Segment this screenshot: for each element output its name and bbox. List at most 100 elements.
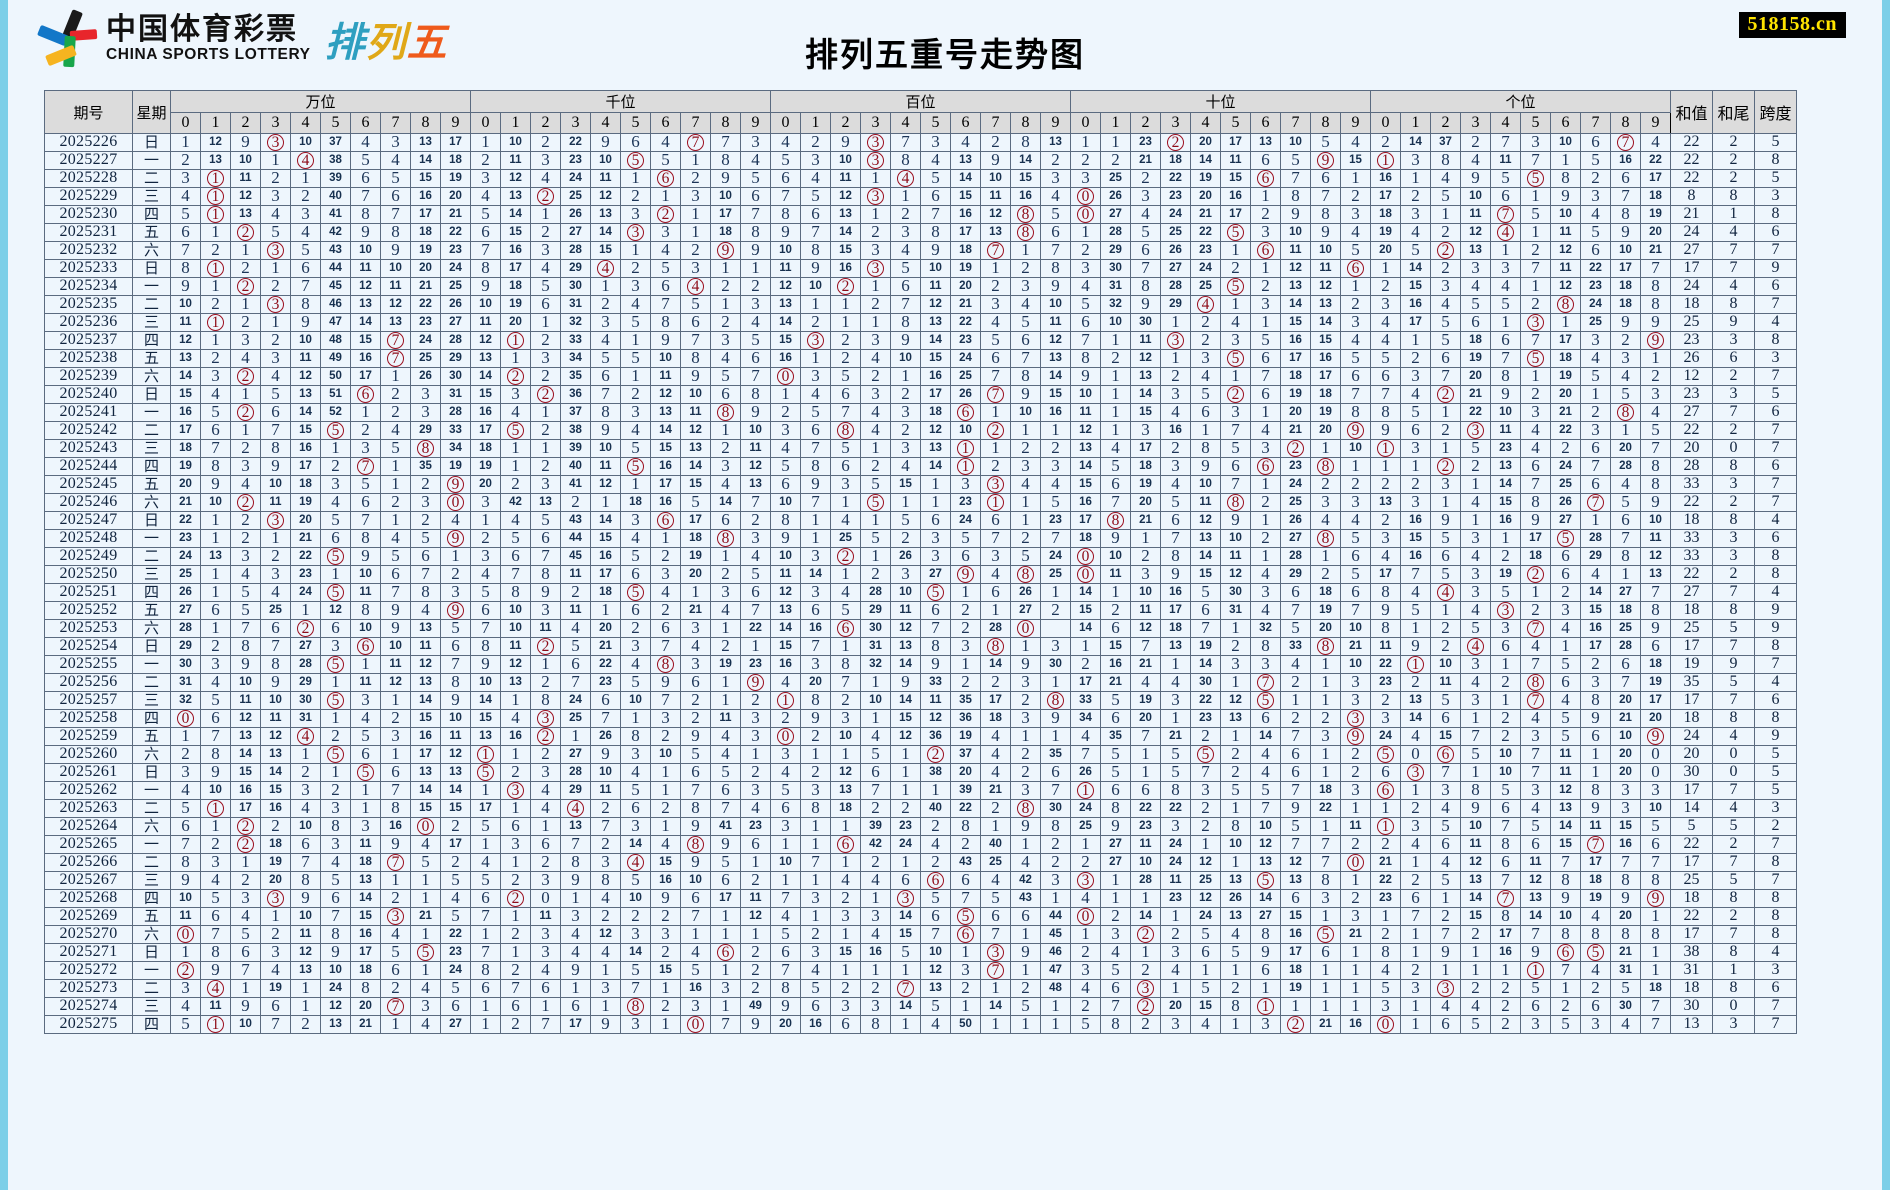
- table-row[interactable]: 2025231 五 6 1 2 5 4 42 9 8 18 22 6 15 2 27 14 3 3 1 18 8 9 7 14 2…: [44, 223, 1797, 242]
- cell-ge-4: 2: [1490, 979, 1521, 998]
- th-digit-1: 1: [1400, 112, 1431, 134]
- cell-shi-3: 17: [1160, 601, 1191, 620]
- cell-ge-4: 23: [1490, 439, 1521, 458]
- cell-qian-5: 1: [620, 241, 651, 260]
- table-row[interactable]: 2025274 三 4 11 9 6 1 12 20 7 3 6 1 6 1 6 1 8 2 3 1 49 9 6 3 3 14 5 1…: [44, 997, 1797, 1016]
- cell-ge-1: 1: [1400, 169, 1431, 188]
- table-row[interactable]: 2025243 三 18 7 2 8 16 1 3 5 8 34 18 1 1 39 10 5 15 13 2 11 4 7 5…: [44, 439, 1797, 458]
- cell-bai-9: 5: [1040, 205, 1071, 224]
- table-row[interactable]: 2025271 日 1 8 6 3 12 9 17 5 5 23 7 1 3 4 4 14 2 4 6 2 6 3 15 16 5 1…: [44, 943, 1797, 962]
- table-row[interactable]: 2025270 六 0 7 5 2 11 8 16 4 1 22 1 2 3 4 12 3 3 1 1 1 5 2 1 4 15 7 6…: [44, 925, 1797, 944]
- table-row[interactable]: 2025266 二 8 3 1 19 7 4 18 7 5 2 4 1 2 8 3 4 15 9 5 1 10 7 1 2 1 2 43…: [44, 853, 1797, 872]
- table-row[interactable]: 2025242 二 17 6 1 7 15 5 2 4 29 33 17 5 2 38 9 4 14 12 1 10 3 6 8…: [44, 421, 1797, 440]
- cell-bai-6-hit: 1: [950, 439, 981, 458]
- cell-qian-1: 17: [500, 259, 531, 278]
- cell-wan-5: 52: [320, 403, 351, 422]
- table-row[interactable]: 2025239 六 14 3 2 4 12 50 17 1 26 30 14 2 2 35 6 1 11 9 5 7 0 3 5…: [44, 367, 1797, 386]
- table-row[interactable]: 2025229 三 4 1 12 3 2 40 7 6 16 20 4 13 2 25 12 2 1 3 10 6 7 5 12…: [44, 187, 1797, 206]
- table-row[interactable]: 2025249 二 24 13 3 2 22 5 9 5 6 1 3 6 7 45 16 5 2 19 1 4 10 3 2 1 2…: [44, 547, 1797, 566]
- table-row[interactable]: 2025233 日 8 1 2 1 6 44 11 10 20 24 8 17 4 29 4 2 5 3 1 1 11 9 16…: [44, 259, 1797, 278]
- cell-wan-4: 13: [290, 961, 321, 980]
- table-row[interactable]: 2025235 二 10 2 1 3 8 46 13 12 22 26 10 19 6 31 2 4 7 5 1 3 13 1…: [44, 295, 1797, 314]
- cell-qian-1: 2: [500, 475, 531, 494]
- cell-wan-5-hit: 5: [320, 691, 351, 710]
- table-row[interactable]: 2025259 五 1 7 13 12 4 2 5 3 16 11 13 16 2 1 26 8 2 9 4 3 0 2 10 4…: [44, 727, 1797, 746]
- table-row[interactable]: 2025248 一 23 1 2 1 21 6 8 4 5 9 2 5 6 44 15 4 1 18 8 3 9 1 25 5 2 3…: [44, 529, 1797, 548]
- cell-bai-1: 10: [800, 277, 831, 296]
- cell-shi-6: 3: [1250, 655, 1281, 674]
- cell-wan-2: 14: [230, 745, 261, 764]
- table-row[interactable]: 2025254 日 29 2 8 7 27 3 6 10 11 6 8 11 2 5 21 3 7 4 2 1 15 7 1 31…: [44, 637, 1797, 656]
- cell-bai-8: 8: [1010, 133, 1041, 152]
- cell-ge-9: 1: [1640, 907, 1671, 926]
- table-row[interactable]: 2025261 日 3 9 15 14 2 1 5 6 13 13 5 2 3 28 10 4 1 6 5 2 4 2 12 6 1…: [44, 763, 1797, 782]
- table-row[interactable]: 2025255 一 30 3 9 8 28 5 1 11 12 7 9 12 1 6 22 4 8 3 19 23 16 3 8…: [44, 655, 1797, 674]
- cell-wan-0: 12: [170, 331, 201, 350]
- table-row[interactable]: 2025269 五 11 6 4 1 10 7 15 3 21 5 7 1 11 3 2 2 2 7 1 12 4 1 3 3 14…: [44, 907, 1797, 926]
- cell-shi-7: 26: [1280, 511, 1311, 530]
- table-row[interactable]: 2025256 二 31 4 10 9 29 1 11 12 13 8 10 13 2 7 23 5 9 6 1 9 4 20…: [44, 673, 1797, 692]
- cell-wan-7: 13: [380, 313, 411, 332]
- table-row[interactable]: 2025275 四 5 1 10 7 2 13 21 1 4 27 1 2 7 17 9 3 1 0 7 9 20 16 6 8 1…: [44, 1015, 1797, 1034]
- table-row[interactable]: 2025240 日 15 4 1 5 13 51 6 2 3 31 15 3 2 36 7 2 12 10 6 8 1 4 6 3…: [44, 385, 1797, 404]
- cell-period: 2025258: [44, 709, 133, 728]
- table-row[interactable]: 2025273 二 3 4 1 19 1 24 8 2 4 5 6 7 6 1 3 7 1 16 3 2 8 5 2 2 7 13 2 1…: [44, 979, 1797, 998]
- cell-wan-0: 18: [170, 439, 201, 458]
- table-row[interactable]: 2025227 一 2 13 10 1 4 38 5 4 14 18 2 11 3 23 10 5 5 1 8 4 5 3 10…: [44, 151, 1797, 170]
- cell-qian-4: 1: [590, 277, 621, 296]
- cell-wan-4: 14: [290, 403, 321, 422]
- cell-bai-8: 7: [1010, 349, 1041, 368]
- table-row[interactable]: 2025232 六 7 2 1 3 5 43 10 9 19 23 7 16 3 28 15 1 4 2 9 9 10 8 15…: [44, 241, 1797, 260]
- table-row[interactable]: 2025260 六 2 8 14 13 1 5 6 1 17 12 1 1 2 27 9 3 10 5 4 1 3 1 1 5 1 2…: [44, 745, 1797, 764]
- table-row[interactable]: 2025230 四 5 1 13 4 3 41 8 7 17 21 5 14 1 26 13 3 2 1 17 7 8 6 13…: [44, 205, 1797, 224]
- cell-span: 6: [1754, 529, 1797, 548]
- table-row[interactable]: 2025237 四 12 1 3 2 10 48 15 7 24 28 12 1 2 33 4 1 9 7 3 5 15 3 2…: [44, 331, 1797, 350]
- cell-wan-6-hit: 6: [350, 385, 381, 404]
- table-row[interactable]: 2025246 六 21 10 2 11 19 4 6 2 3 0 3 42 13 2 1 18 16 5 14 7 10 7…: [44, 493, 1797, 512]
- table-row[interactable]: 2025245 五 20 9 4 10 18 3 5 1 2 9 20 2 3 41 12 1 17 15 4 13 6 9 3…: [44, 475, 1797, 494]
- table-row[interactable]: 2025253 六 28 1 7 6 2 6 10 9 13 5 7 10 11 4 20 2 6 3 1 22 14 16 6…: [44, 619, 1797, 638]
- table-row[interactable]: 2025252 五 27 6 5 25 1 12 8 9 4 9 6 10 3 11 1 6 2 21 4 7 13 6 5 29…: [44, 601, 1797, 620]
- table-row[interactable]: 2025247 日 22 1 2 3 20 5 7 1 2 4 1 4 5 43 14 3 6 17 6 2 8 1 4 1 5 6 2…: [44, 511, 1797, 530]
- cell-qian-3: 30: [560, 277, 591, 296]
- cell-ge-6: 5: [1550, 1015, 1581, 1034]
- cell-shi-5: 2: [1220, 979, 1251, 998]
- table-row[interactable]: 2025241 一 16 5 2 6 14 52 1 2 3 28 16 4 1 37 8 3 13 11 8 9 2 5 7 4…: [44, 403, 1797, 422]
- table-row[interactable]: 2025263 二 5 1 17 16 4 3 1 8 15 15 17 1 4 4 2 6 2 8 7 4 6 8 18 2 2 4…: [44, 799, 1797, 818]
- cell-ge-5: 7: [1520, 151, 1551, 170]
- table-row[interactable]: 2025236 三 11 1 2 1 9 47 14 13 23 27 11 20 1 32 3 5 8 6 2 4 14 2…: [44, 313, 1797, 332]
- cell-ge-8: 5: [1610, 493, 1641, 512]
- table-row[interactable]: 2025258 四 0 6 12 11 31 1 4 2 15 10 15 4 3 25 7 1 3 2 11 3 2 9 3 1…: [44, 709, 1797, 728]
- table-row[interactable]: 2025244 四 19 8 3 9 17 2 7 1 35 19 19 1 2 40 11 5 16 14 3 12 5 8…: [44, 457, 1797, 476]
- cell-wan-6: 8: [350, 529, 381, 548]
- cell-qian-7: 3: [680, 655, 711, 674]
- cell-qian-6: 13: [650, 403, 681, 422]
- table-row[interactable]: 2025228 二 3 1 11 2 1 39 6 5 15 19 3 12 4 24 11 1 6 2 9 5 6 4 11 1…: [44, 169, 1797, 188]
- cell-qian-7: 1: [680, 925, 711, 944]
- table-row[interactable]: 2025251 四 26 1 5 4 24 5 11 7 8 3 5 8 9 2 18 5 4 1 3 6 12 3 4 28 10…: [44, 583, 1797, 602]
- cell-qian-3: 2: [560, 493, 591, 512]
- table-row[interactable]: 2025262 一 4 10 16 15 3 2 1 7 14 14 1 3 4 29 11 5 1 7 6 3 5 3 13 7…: [44, 781, 1797, 800]
- table-row[interactable]: 2025250 三 25 1 4 3 23 1 10 6 7 2 4 7 8 11 17 6 3 20 2 5 11 14 1 2…: [44, 565, 1797, 584]
- cell-wan-2: 3: [230, 547, 261, 566]
- cell-shi-7: 9: [1280, 205, 1311, 224]
- table-row[interactable]: 2025257 三 32 5 11 10 30 5 3 1 14 9 14 1 8 24 6 10 7 2 1 2 1 8 2 1…: [44, 691, 1797, 710]
- cell-wan-7: 2: [380, 979, 411, 998]
- cell-qian-0: 1: [470, 835, 501, 854]
- cell-shi-3: 28: [1160, 277, 1191, 296]
- cell-shi-4: 11: [1190, 493, 1221, 512]
- table-row[interactable]: 2025265 一 7 2 2 18 6 3 11 9 4 17 1 3 6 7 2 14 4 8 9 6 1 1 6 42 24 4…: [44, 835, 1797, 854]
- cell-shi-6: 1: [1250, 259, 1281, 278]
- table-row[interactable]: 2025267 三 9 4 2 20 8 5 13 1 1 5 5 2 3 9 8 5 16 10 6 2 1 1 4 4 6 6 6 4…: [44, 871, 1797, 890]
- table-row[interactable]: 2025268 四 10 5 3 3 9 6 14 2 1 4 6 2 0 1 4 10 9 6 17 11 7 3 2 1 3 5 7…: [44, 889, 1797, 908]
- table-row[interactable]: 2025272 一 2 9 7 4 13 10 18 6 1 24 8 2 4 9 1 5 15 5 1 2 7 4 1 1 1 12…: [44, 961, 1797, 980]
- cell-bai-3: 1: [860, 169, 891, 188]
- table-row[interactable]: 2025234 一 9 1 2 2 7 45 12 11 21 25 9 18 5 30 1 3 6 4 2 2 12 10 2…: [44, 277, 1797, 296]
- cell-shi-6: 2: [1250, 493, 1281, 512]
- cell-qian-4: 7: [590, 817, 621, 836]
- table-row[interactable]: 2025264 六 6 1 2 2 10 8 3 16 0 2 5 6 1 13 7 3 1 9 41 23 3 1 1 39 23…: [44, 817, 1797, 836]
- table-row[interactable]: 2025238 五 13 2 4 3 11 49 16 7 25 29 13 1 3 34 5 5 10 8 4 6 16 1…: [44, 349, 1797, 368]
- table-row[interactable]: 2025226 日 1 12 9 3 10 37 4 3 13 17 1 10 2 22 9 6 4 7 7 3 4 2 9 3 7…: [44, 133, 1797, 152]
- cell-wan-7: 1: [380, 691, 411, 710]
- cell-bai-7: 12: [980, 205, 1011, 224]
